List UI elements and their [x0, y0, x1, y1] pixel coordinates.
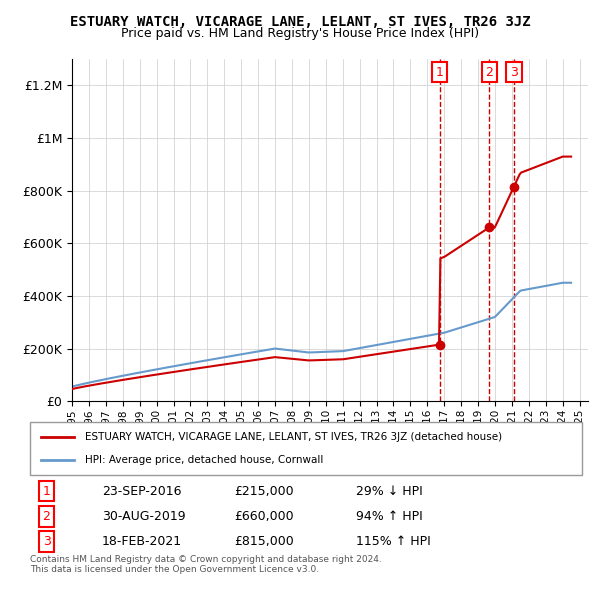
Text: 23-SEP-2016: 23-SEP-2016	[102, 484, 181, 498]
Text: 2: 2	[43, 510, 50, 523]
Text: £660,000: £660,000	[234, 510, 294, 523]
Text: 1: 1	[436, 65, 443, 78]
Text: 3: 3	[43, 535, 50, 548]
Text: 18-FEB-2021: 18-FEB-2021	[102, 535, 182, 548]
Text: £815,000: £815,000	[234, 535, 294, 548]
Text: Price paid vs. HM Land Registry's House Price Index (HPI): Price paid vs. HM Land Registry's House …	[121, 27, 479, 40]
Text: ESTUARY WATCH, VICARAGE LANE, LELANT, ST IVES, TR26 3JZ: ESTUARY WATCH, VICARAGE LANE, LELANT, ST…	[70, 15, 530, 29]
Text: 1: 1	[43, 484, 50, 498]
Text: 30-AUG-2019: 30-AUG-2019	[102, 510, 185, 523]
Text: 2: 2	[485, 65, 493, 78]
Text: HPI: Average price, detached house, Cornwall: HPI: Average price, detached house, Corn…	[85, 455, 323, 465]
Text: Contains HM Land Registry data © Crown copyright and database right 2024.
This d: Contains HM Land Registry data © Crown c…	[30, 555, 382, 574]
Text: 94% ↑ HPI: 94% ↑ HPI	[356, 510, 422, 523]
Text: ESTUARY WATCH, VICARAGE LANE, LELANT, ST IVES, TR26 3JZ (detached house): ESTUARY WATCH, VICARAGE LANE, LELANT, ST…	[85, 432, 502, 442]
Text: 29% ↓ HPI: 29% ↓ HPI	[356, 484, 422, 498]
Text: 3: 3	[510, 65, 518, 78]
Text: 115% ↑ HPI: 115% ↑ HPI	[356, 535, 430, 548]
FancyBboxPatch shape	[30, 422, 582, 475]
Text: £215,000: £215,000	[234, 484, 294, 498]
